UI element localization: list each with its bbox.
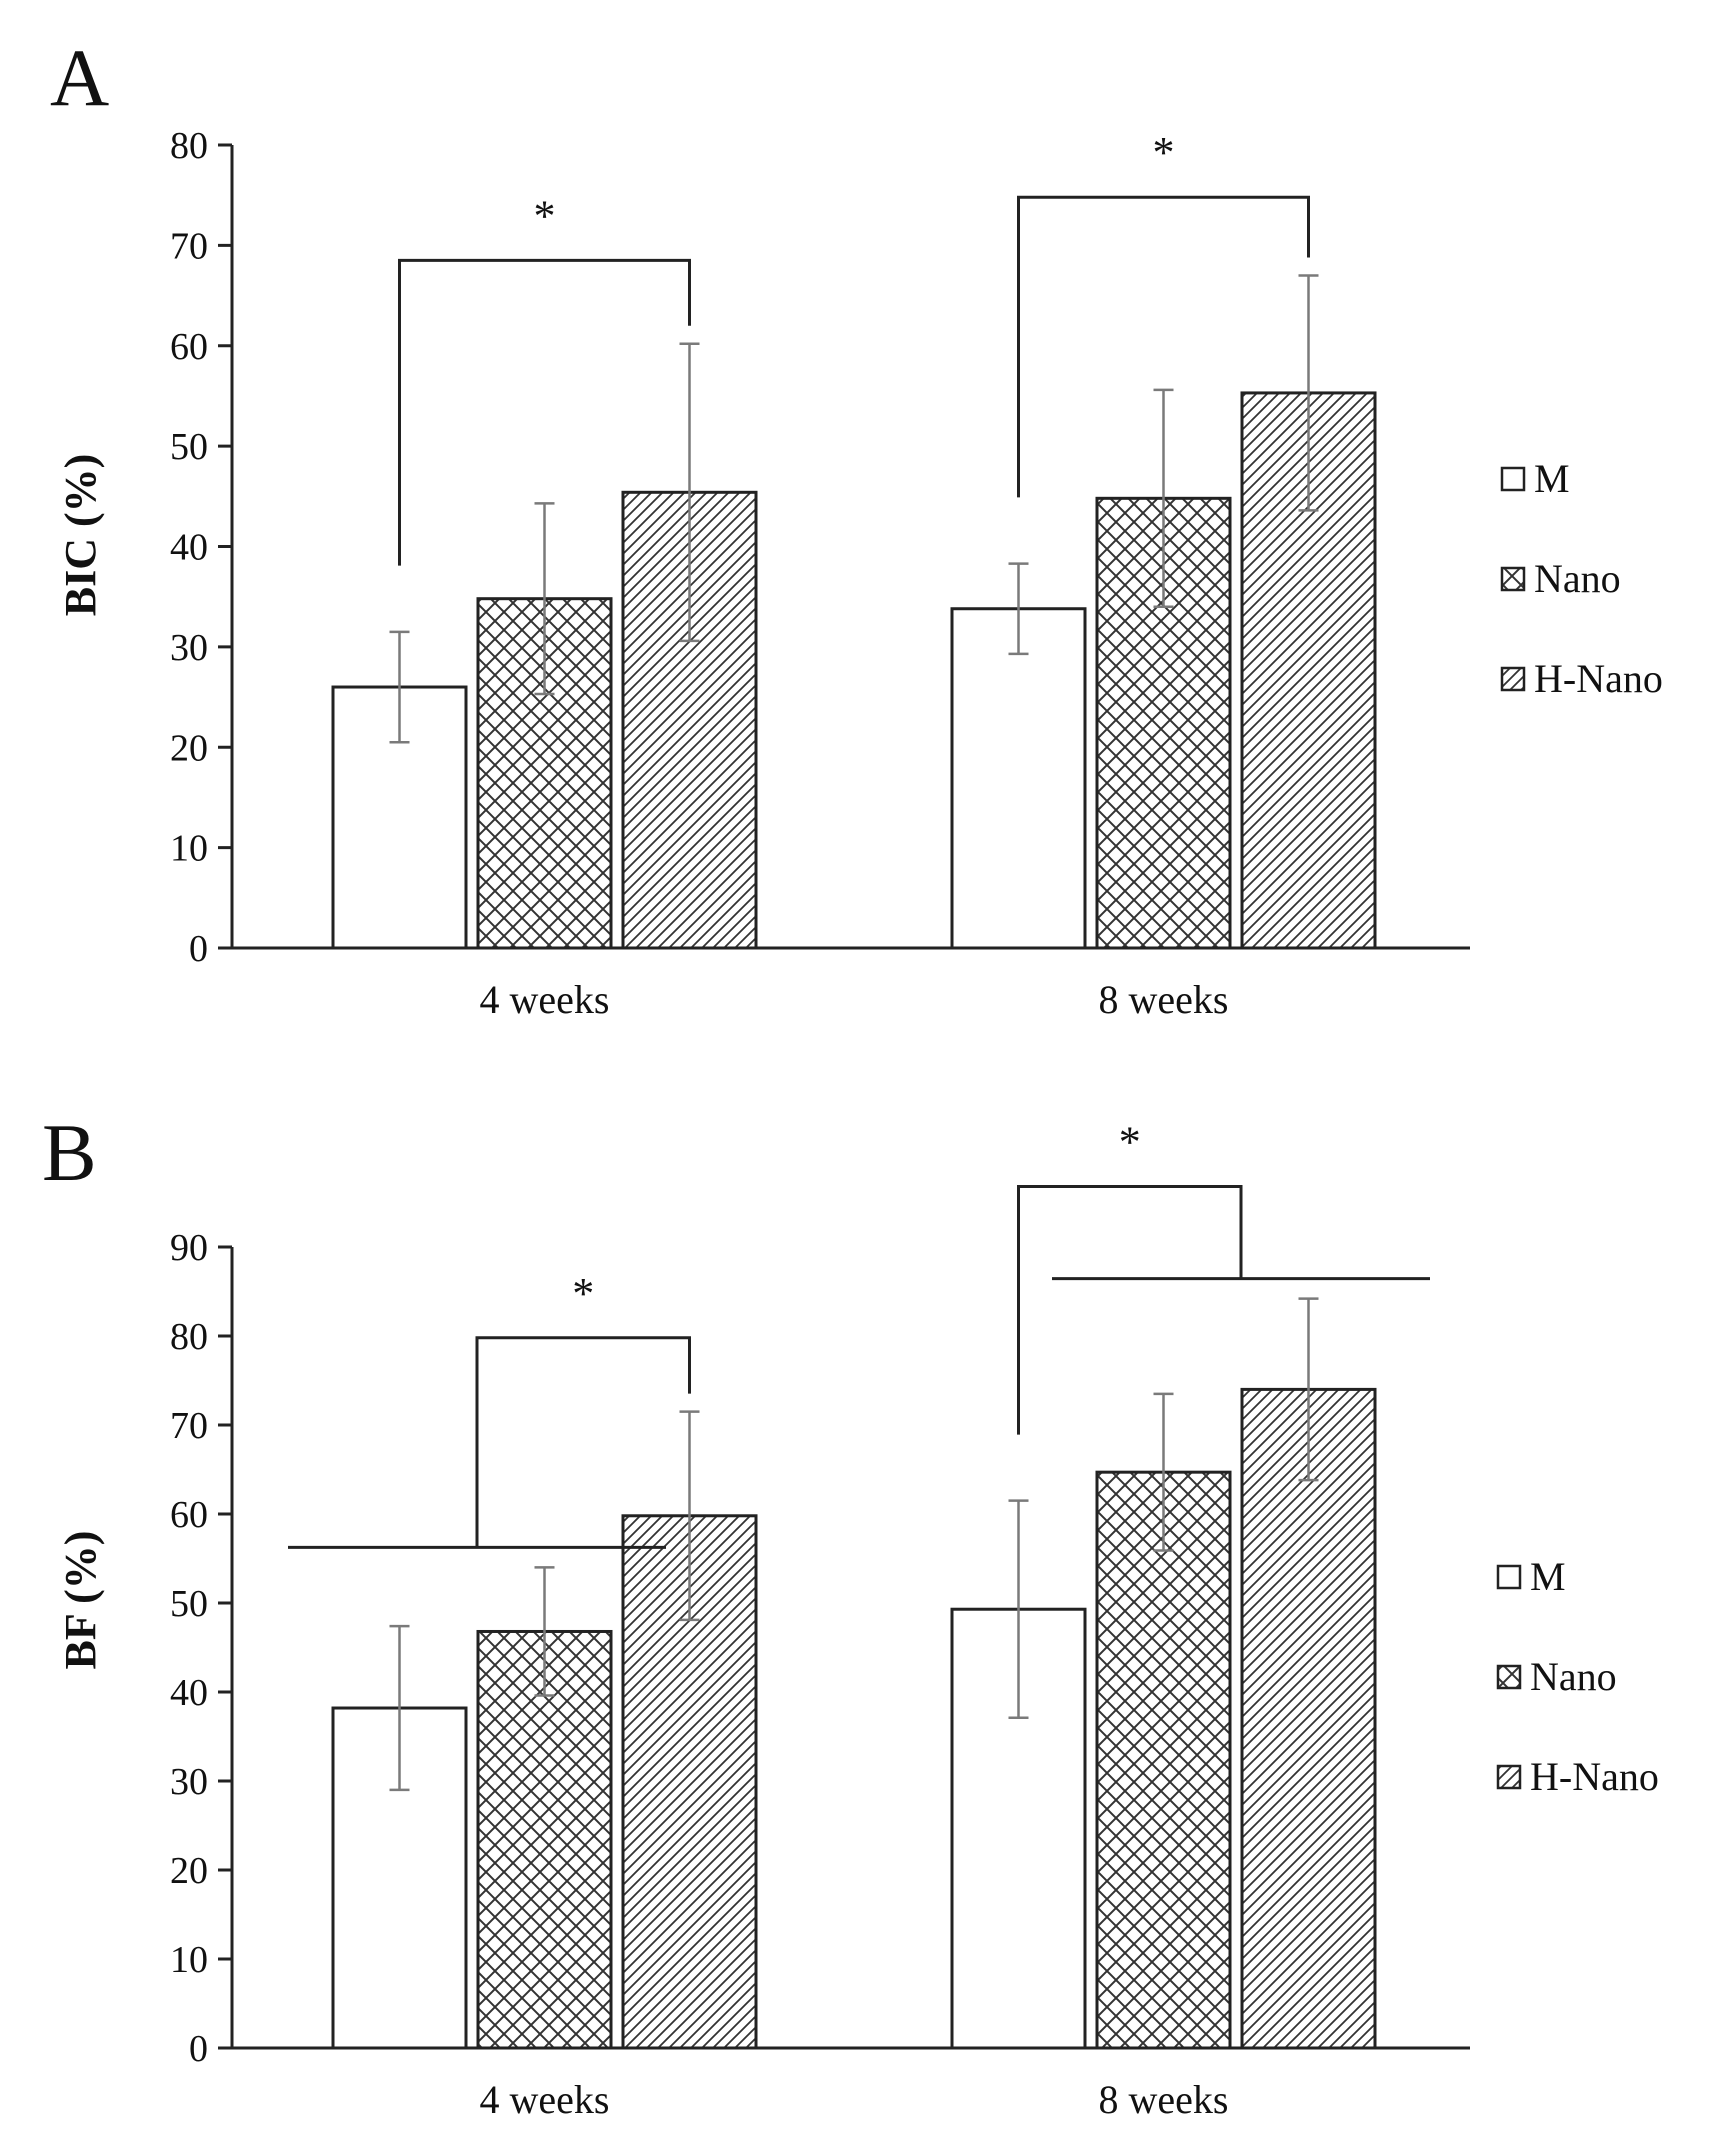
legend-a: M Nano H-Nano: [1500, 456, 1663, 701]
y-tick-label-b: 20: [170, 1850, 208, 1892]
legend-swatch-hnano-b: [1496, 1764, 1522, 1790]
plot-area-b: 0 10 20 30 40 50 60 70 80 90 4 weeks 8 weeks * *: [170, 1117, 1470, 2122]
legend-label-m-a: M: [1534, 456, 1570, 501]
y-tick-label-b: 40: [170, 1672, 208, 1714]
y-tick-label-a: 80: [170, 125, 208, 167]
y-tick-label-b: 80: [170, 1316, 208, 1358]
legend-label-nano-b: Nano: [1530, 1654, 1617, 1699]
legend-label-hnano-b: H-Nano: [1530, 1754, 1659, 1799]
chart-panel-a: A BIC (%) 0 10 20 30 40 50 60 70 80 4 weeks 8 week…: [50, 32, 1663, 1022]
legend-swatch-m-a: [1500, 466, 1526, 492]
x-category-label-b: 4 weeks: [480, 2077, 610, 2122]
y-tick-label-a: 60: [170, 326, 208, 368]
significance-star-b: *: [1119, 1117, 1141, 1166]
y-tick-label-b: 90: [170, 1227, 208, 1269]
x-category-label-b: 8 weeks: [1099, 2077, 1229, 2122]
legend-swatch-hnano-a: [1500, 666, 1526, 692]
x-category-label-a: 8 weeks: [1099, 977, 1229, 1022]
plot-area-a: 0 10 20 30 40 50 60 70 80 4 weeks 8 weeks * *: [170, 125, 1470, 1022]
y-tick-label-a: 20: [170, 727, 208, 769]
y-tick-label-a: 40: [170, 527, 208, 569]
y-axis-label-a: BIC (%): [56, 454, 105, 617]
significance-bracket-b: [475, 1336, 691, 1548]
y-tick-label-b: 0: [189, 2028, 208, 2070]
y-tick-label-b: 60: [170, 1494, 208, 1536]
legend-swatch-nano-b: [1496, 1664, 1522, 1690]
significance-star-a: *: [534, 191, 556, 240]
bar-nano-b: [1095, 1470, 1232, 2050]
significance-star-b: *: [572, 1269, 594, 1318]
legend-swatch-nano-a: [1500, 566, 1526, 592]
y-tick-label-b: 50: [170, 1583, 208, 1625]
y-tick-label-b: 30: [170, 1761, 208, 1803]
significance-bracket-a: [1017, 195, 1310, 498]
legend-swatch-m-b: [1496, 1564, 1522, 1590]
significance-bracket-b: [1017, 1184, 1243, 1435]
bar-m-a: [950, 607, 1087, 950]
y-tick-label-a: 50: [170, 426, 208, 468]
panel-letter-b: B: [42, 1107, 97, 1198]
y-tick-label-b: 70: [170, 1405, 208, 1447]
y-tick-label-a: 10: [170, 828, 208, 870]
y-axis-label-b: BF (%): [56, 1531, 105, 1670]
chart-panel-b: B BF (%) 0 10 20 30 40 50 60 70 80 90 4 weeks 8 wee…: [42, 1107, 1659, 2122]
bar-nano-b: [476, 1629, 613, 2050]
y-tick-label-a: 0: [189, 928, 208, 970]
panel-letter-a: A: [50, 32, 109, 123]
x-category-label-a: 4 weeks: [480, 977, 610, 1022]
legend-label-hnano-a: H-Nano: [1534, 656, 1663, 701]
significance-bracket-a: [398, 258, 691, 566]
bar-h-nano-b: [1240, 1387, 1377, 2050]
y-tick-label-a: 30: [170, 627, 208, 669]
y-tick-label-a: 70: [170, 225, 208, 267]
legend-b: M Nano H-Nano: [1496, 1554, 1659, 1799]
legend-label-nano-a: Nano: [1534, 556, 1621, 601]
y-tick-label-b: 10: [170, 1939, 208, 1981]
legend-label-m-b: M: [1530, 1554, 1566, 1599]
significance-star-a: *: [1153, 128, 1175, 177]
